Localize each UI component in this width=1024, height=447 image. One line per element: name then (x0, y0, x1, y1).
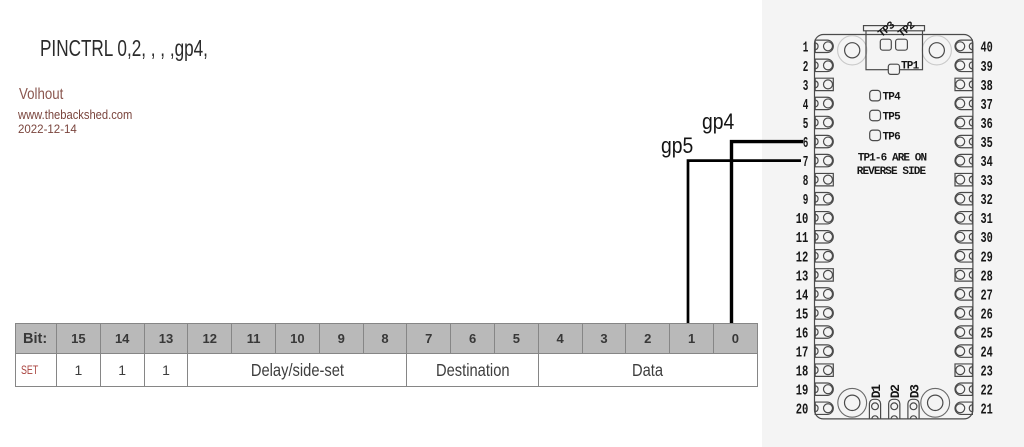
svg-text:4: 4 (803, 97, 809, 114)
svg-text:27: 27 (981, 287, 993, 304)
svg-text:9: 9 (803, 192, 809, 209)
svg-text:1: 1 (803, 40, 809, 57)
svg-text:25: 25 (981, 325, 993, 342)
svg-text:24: 24 (981, 345, 993, 362)
svg-text:12: 12 (796, 249, 809, 266)
svg-text:32: 32 (981, 192, 993, 209)
svg-text:7: 7 (803, 154, 809, 171)
svg-text:TP1: TP1 (901, 61, 920, 73)
svg-text:2: 2 (803, 59, 809, 76)
svg-text:TP1-6 ARE ON: TP1-6 ARE ON (858, 153, 927, 165)
svg-text:TP2: TP2 (896, 20, 917, 41)
svg-text:TP4: TP4 (883, 92, 902, 104)
svg-text:8: 8 (803, 173, 809, 190)
svg-text:35: 35 (981, 135, 993, 152)
svg-text:38: 38 (981, 78, 993, 95)
svg-text:TP5: TP5 (883, 112, 902, 124)
svg-text:3: 3 (803, 78, 809, 95)
svg-text:16: 16 (796, 325, 809, 342)
svg-text:31: 31 (981, 211, 993, 228)
svg-text:21: 21 (981, 402, 993, 419)
svg-text:29: 29 (981, 249, 993, 266)
svg-text:17: 17 (796, 345, 809, 362)
svg-text:28: 28 (981, 268, 993, 285)
svg-text:40: 40 (981, 40, 993, 57)
svg-text:26: 26 (981, 306, 993, 323)
svg-text:13: 13 (796, 268, 809, 285)
svg-text:36: 36 (981, 116, 993, 133)
svg-text:20: 20 (796, 402, 809, 419)
svg-text:TP6: TP6 (883, 131, 901, 143)
svg-text:18: 18 (796, 364, 809, 381)
svg-text:REVERSE SIDE: REVERSE SIDE (857, 166, 927, 178)
svg-text:22: 22 (981, 383, 993, 400)
svg-text:15: 15 (796, 306, 809, 323)
svg-text:10: 10 (796, 211, 809, 228)
svg-text:D2: D2 (888, 384, 903, 398)
svg-text:D3: D3 (907, 384, 922, 398)
svg-text:19: 19 (796, 383, 809, 400)
svg-text:5: 5 (803, 116, 809, 133)
svg-text:33: 33 (981, 173, 993, 190)
svg-text:TP3: TP3 (876, 19, 898, 40)
svg-text:D1: D1 (869, 384, 884, 398)
svg-text:11: 11 (796, 230, 809, 247)
svg-text:23: 23 (981, 364, 993, 381)
svg-text:30: 30 (981, 230, 993, 247)
svg-text:34: 34 (981, 154, 993, 171)
svg-text:6: 6 (803, 135, 809, 152)
svg-text:37: 37 (981, 97, 993, 114)
svg-text:14: 14 (796, 287, 809, 304)
svg-text:39: 39 (981, 59, 993, 76)
